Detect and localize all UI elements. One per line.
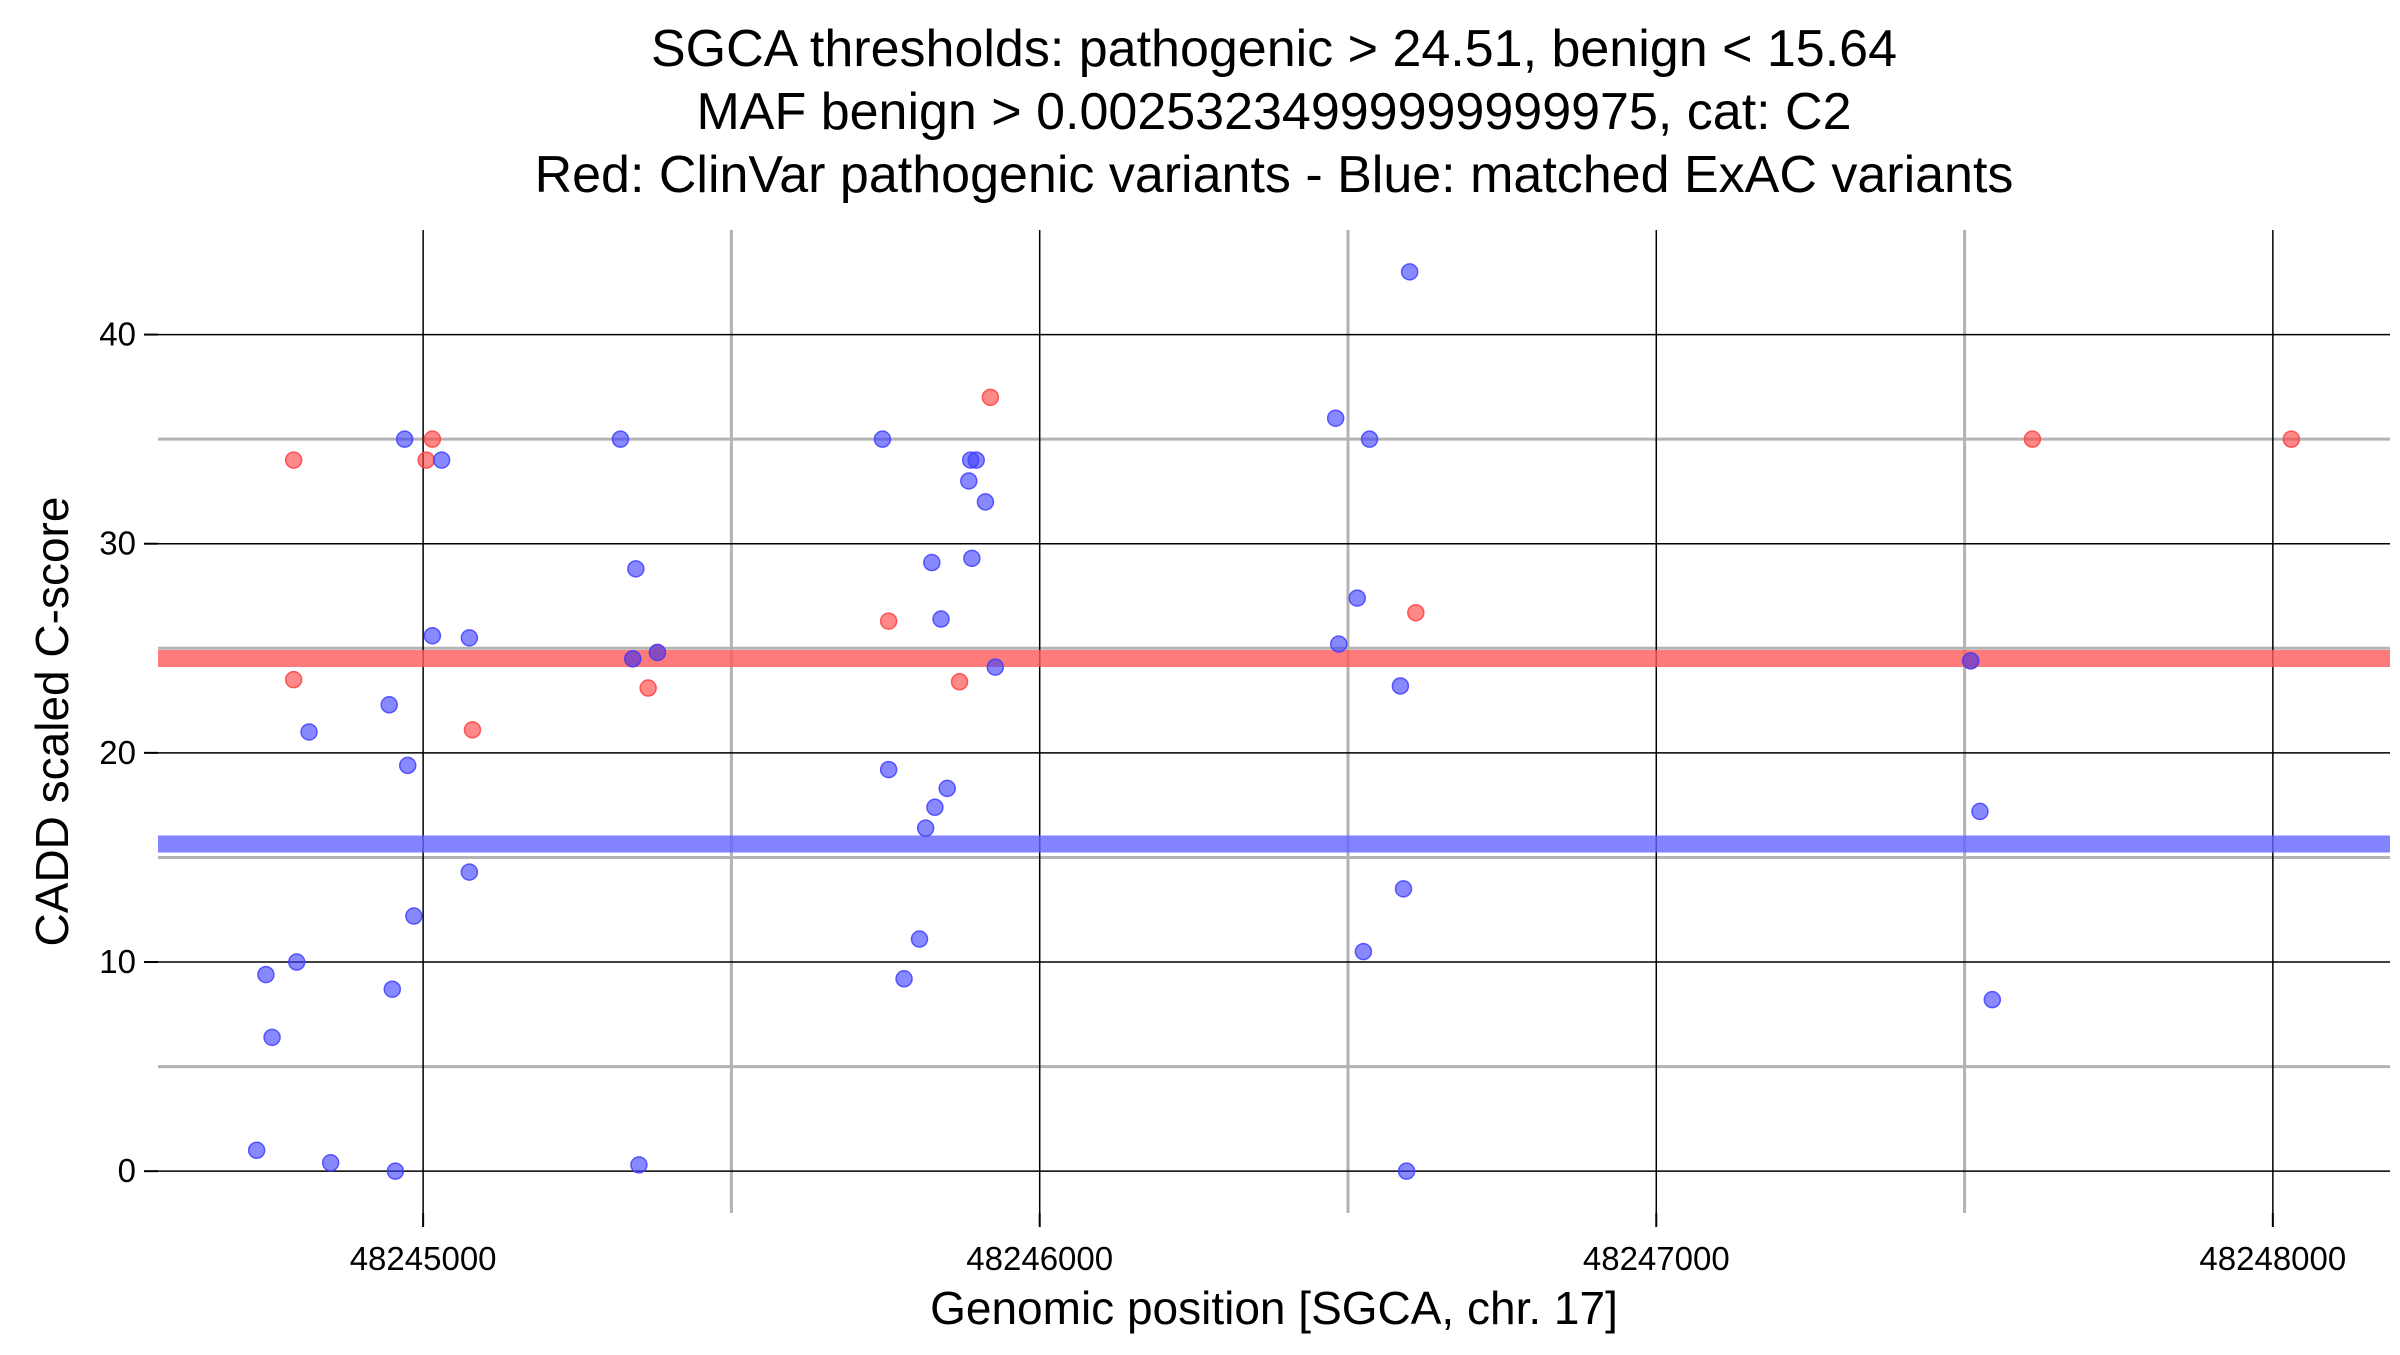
benign-point [1394,880,1413,898]
title-line: Red: ClinVar pathogenic variants - Blue:… [535,146,2014,204]
x-tick-label: 48248000 [2199,1240,2346,1277]
benign-point [398,756,417,775]
benign-point [910,930,929,948]
benign-point [938,779,956,798]
benign-point [300,723,318,741]
x-axis-title: Genomic position [SGCA, chr. 17] [930,1282,1618,1334]
benign-point [926,798,944,817]
benign-point [1400,263,1419,281]
benign-point [423,626,442,645]
data-points [247,263,2301,1180]
pathogenic-point [284,451,303,469]
benign-point [923,553,941,572]
benign-point [263,1028,281,1047]
benign-point [960,472,978,490]
grid [158,230,2390,1213]
benign-point [932,610,950,628]
benign-point [395,430,414,448]
axis-ticks: 0 10 20 30 40 48245000 48246000 48247000 4824800… [99,316,2346,1277]
benign-point [879,760,898,779]
benign-point [895,970,913,988]
benign-point [611,430,630,448]
benign-point [383,980,402,998]
x-tick-label: 48245000 [350,1240,497,1277]
y-tick-label: 10 [99,943,136,980]
y-tick-label: 20 [99,734,136,771]
benign-point [386,1162,405,1180]
y-tick-label: 40 [99,316,136,353]
benign-point [1329,635,1348,653]
benign-point [627,560,645,578]
pathogenic-point [463,721,482,739]
pathogenic-point [950,673,969,691]
benign-point [1326,409,1345,427]
benign-point [1961,652,1980,670]
pathogenic-point [284,670,303,689]
title-line: MAF benign > 0.00253234999999999975, cat… [696,83,1851,141]
pathogenic-point [2023,430,2042,448]
benign-point [986,658,1005,676]
benign-point [1354,942,1373,961]
benign-point [963,549,981,568]
pathogenic-point [2282,430,2301,448]
benign-point [630,1156,648,1174]
pathogenic-point [423,430,442,448]
benign-point [967,451,985,469]
benign-point [405,907,423,925]
x-tick-label: 48246000 [966,1240,1113,1277]
benign-point [257,965,275,984]
benign-point [873,430,892,448]
x-tick-label: 48247000 [1583,1240,1730,1277]
pathogenic-point [639,679,657,697]
pathogenic-point [981,388,1000,407]
threshold-bands [158,650,2390,853]
benign-point [1971,802,1989,821]
benign-point [432,451,451,469]
benign-point [460,863,479,881]
benign-point [624,650,642,668]
pathogenic-point [879,612,898,630]
benign-point [976,493,995,511]
benign-point [247,1141,266,1160]
y-tick-label: 30 [99,525,136,562]
benign-point [321,1154,340,1172]
benign-point [287,953,306,971]
benign-point [460,629,479,647]
benign-point [380,696,398,714]
y-tick-label: 0 [118,1152,136,1189]
chart-title: SGCA thresholds: pathogenic > 24.51, ben… [535,20,2014,204]
pathogenic-point [417,451,435,469]
benign-point [916,819,935,837]
benign-point [1348,589,1366,607]
benign-point [1391,677,1410,695]
title-line: SGCA thresholds: pathogenic > 24.51, ben… [651,20,1897,78]
benign-point [648,643,667,662]
benign-point [1397,1162,1416,1180]
benign-point [1360,430,1379,448]
y-axis-title: CADD scaled C-score [26,497,78,947]
pathogenic-point [1407,603,1425,622]
benign-point [1983,990,2002,1009]
